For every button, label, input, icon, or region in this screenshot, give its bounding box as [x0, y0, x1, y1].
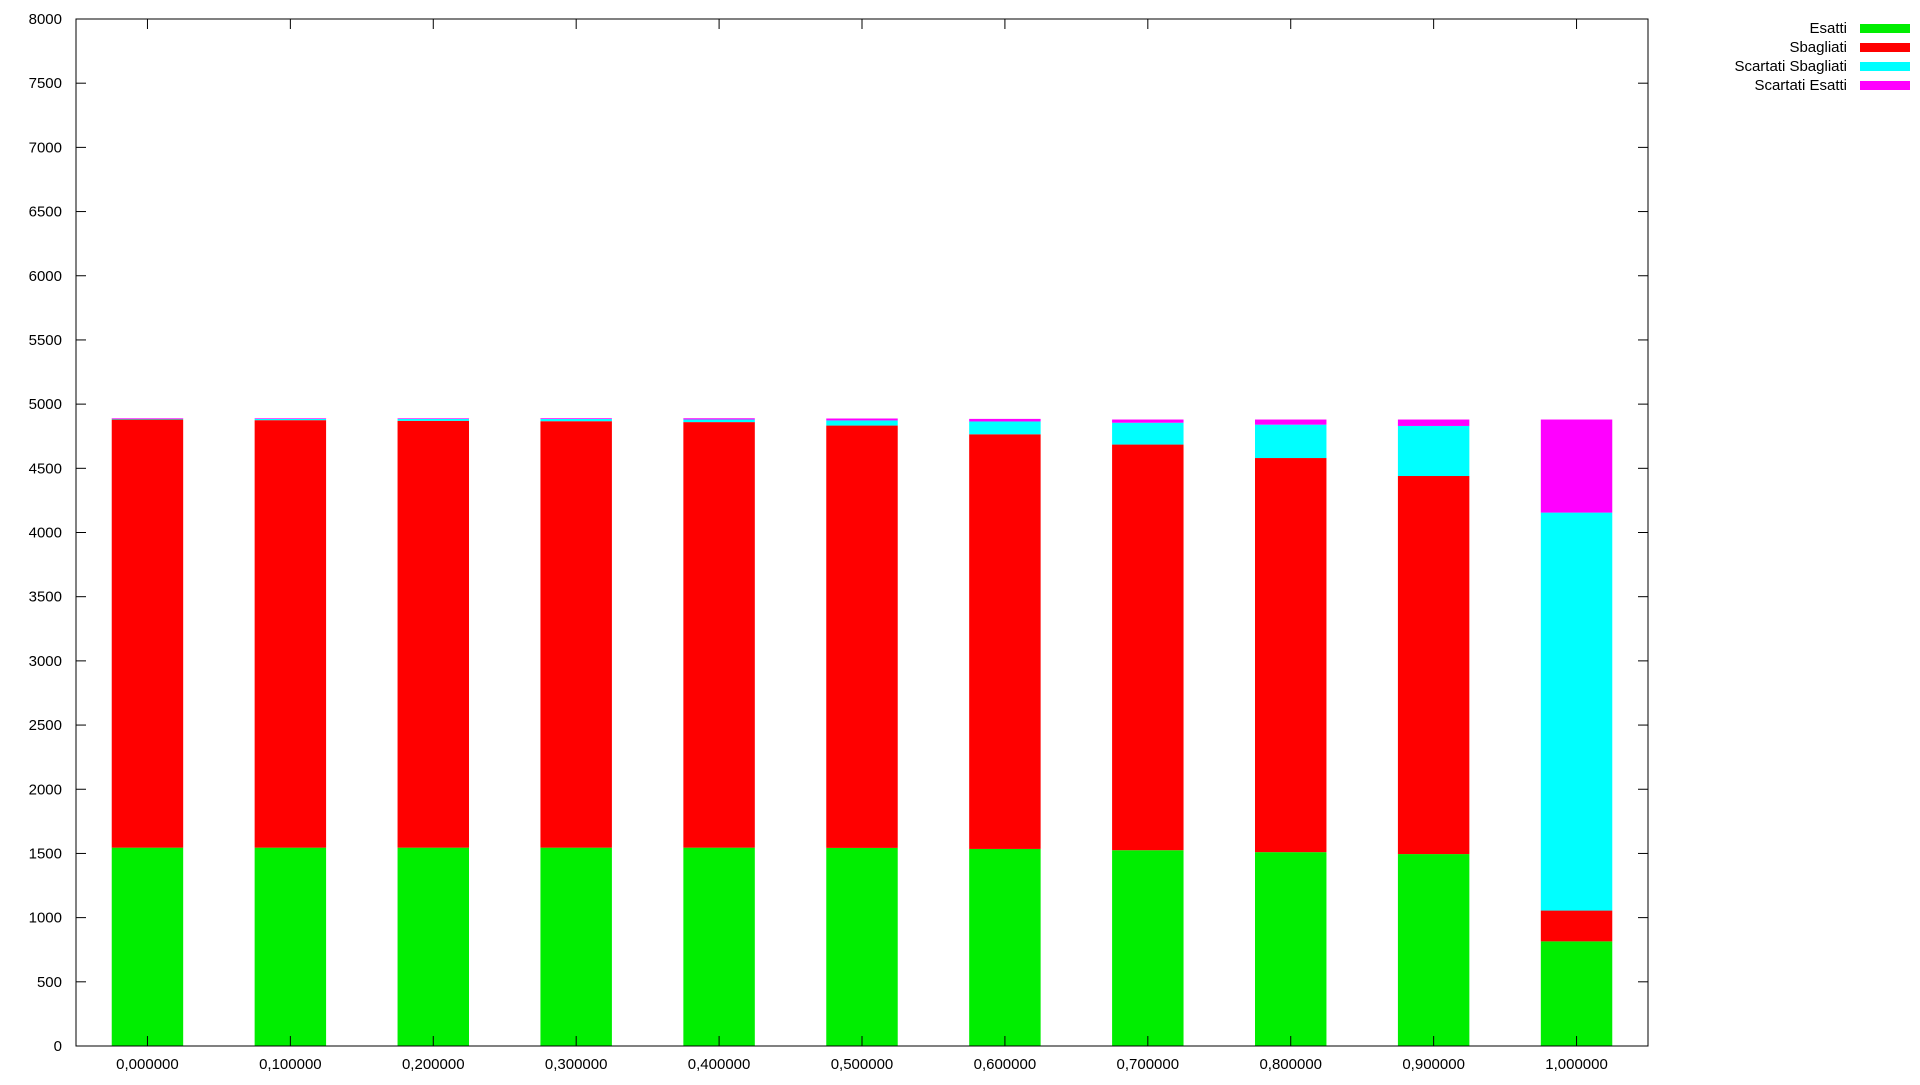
bar-segment-2-2 [254, 420, 327, 848]
x-tick-label-5: 0,500000 [831, 1056, 894, 1073]
bar-segment-4-8 [1112, 419, 1184, 423]
x-tick-label-7: 0,700000 [1117, 1056, 1180, 1073]
y-tick-label-14: 7000 [29, 139, 62, 156]
bar-segment-4-2 [254, 418, 327, 419]
bar-segment-4-1 [111, 418, 184, 419]
bar-segment-2-7 [969, 434, 1041, 849]
y-tick-label-2: 1000 [29, 910, 62, 927]
bars-layer [111, 418, 1613, 1046]
y-tick-label-0: 0 [54, 1038, 62, 1055]
bar-segment-3-5 [683, 419, 755, 423]
y-tick-label-16: 8000 [29, 11, 62, 28]
bar-segment-1-7 [969, 848, 1041, 1046]
bar-segment-1-4 [540, 847, 612, 1046]
bar-segment-2-9 [1255, 458, 1327, 853]
x-tick-label-1: 0,100000 [259, 1056, 322, 1073]
bar-segment-4-3 [397, 418, 469, 419]
bar-segment-3-6 [826, 420, 898, 426]
legend-swatch-4 [1860, 81, 1910, 90]
bar-segment-2-5 [683, 422, 755, 848]
bar-segment-1-2 [254, 847, 327, 1046]
y-tick-label-15: 7500 [29, 75, 62, 92]
bar-segment-3-2 [254, 418, 327, 421]
legend-label-4: Scartati Esatti [1754, 77, 1847, 94]
bar-segment-4-7 [969, 418, 1041, 422]
bar-segment-3-10 [1397, 425, 1470, 477]
bar-segment-4-9 [1255, 419, 1327, 425]
y-tick-label-5: 2500 [29, 717, 62, 734]
legend: Esatti Sbagliati Scartati Sbagliati Scartat… [1734, 20, 1910, 94]
bar-segment-2-1 [111, 419, 184, 848]
y-tick-label-4: 2000 [29, 781, 62, 798]
bar-segment-1-1 [111, 847, 184, 1046]
y-tick-label-13: 6500 [29, 204, 62, 221]
bar-segment-4-11 [1540, 419, 1613, 513]
legend-swatch-2 [1860, 43, 1910, 52]
bar-segment-3-9 [1255, 424, 1327, 459]
x-tick-label-8: 0,800000 [1259, 1056, 1322, 1073]
bar-segment-2-11 [1540, 910, 1613, 942]
bar-segment-2-4 [540, 421, 612, 848]
x-axis-labels: 0,000000 0,100000 0,200000 0,300000 0,400000… [116, 1056, 1608, 1073]
bar-segment-4-6 [826, 418, 898, 421]
bar-segment-3-4 [540, 419, 612, 422]
bar-segment-1-10 [1397, 854, 1470, 1046]
x-tick-label-2: 0,200000 [402, 1056, 465, 1073]
bar-segment-3-1 [111, 418, 184, 420]
ticks-layer [76, 18, 1648, 1047]
bar-segment-3-7 [969, 421, 1041, 435]
bar-segment-2-3 [397, 420, 469, 848]
y-tick-label-10: 5000 [29, 396, 62, 413]
bar-segment-2-10 [1397, 476, 1470, 855]
bar-segment-4-5 [683, 418, 755, 420]
x-tick-label-3: 0,300000 [545, 1056, 608, 1073]
legend-swatch-1 [1860, 24, 1910, 33]
bar-segment-1-9 [1255, 852, 1327, 1046]
bar-segment-3-3 [397, 418, 469, 421]
legend-label-1: Esatti [1809, 20, 1847, 37]
y-tick-label-7: 3500 [29, 589, 62, 606]
y-tick-label-3: 1500 [29, 845, 62, 862]
bar-segment-4-4 [540, 418, 612, 420]
bar-segment-3-8 [1112, 422, 1184, 445]
legend-label-3: Scartati Sbagliati [1734, 58, 1847, 75]
bar-segment-2-6 [826, 425, 898, 848]
x-tick-label-10: 1,000000 [1545, 1056, 1608, 1073]
y-tick-label-11: 5500 [29, 332, 62, 349]
bar-segment-1-11 [1540, 941, 1613, 1046]
legend-swatch-3 [1860, 62, 1910, 71]
y-tick-label-6: 3000 [29, 653, 62, 670]
x-tick-label-6: 0,600000 [974, 1056, 1037, 1073]
bar-segment-2-8 [1112, 444, 1184, 851]
x-tick-label-0: 0,000000 [116, 1056, 179, 1073]
bar-segment-1-8 [1112, 850, 1184, 1046]
y-tick-label-9: 4500 [29, 460, 62, 477]
x-tick-label-9: 0,900000 [1402, 1056, 1465, 1073]
bar-segment-1-5 [683, 847, 755, 1046]
bar-segment-4-10 [1397, 419, 1470, 426]
y-axis-labels: 0 500 1000 1500 2000 2500 3000 3500 4000 4500 5000… [29, 11, 62, 1055]
x-tick-label-4: 0,400000 [688, 1056, 751, 1073]
y-tick-label-8: 4000 [29, 525, 62, 542]
legend-label-2: Sbagliati [1789, 39, 1847, 56]
bar-segment-1-3 [397, 847, 469, 1046]
bar-segment-1-6 [826, 847, 898, 1046]
y-tick-label-1: 500 [37, 974, 62, 991]
y-tick-label-12: 6000 [29, 268, 62, 285]
bar-segment-3-11 [1540, 512, 1613, 911]
